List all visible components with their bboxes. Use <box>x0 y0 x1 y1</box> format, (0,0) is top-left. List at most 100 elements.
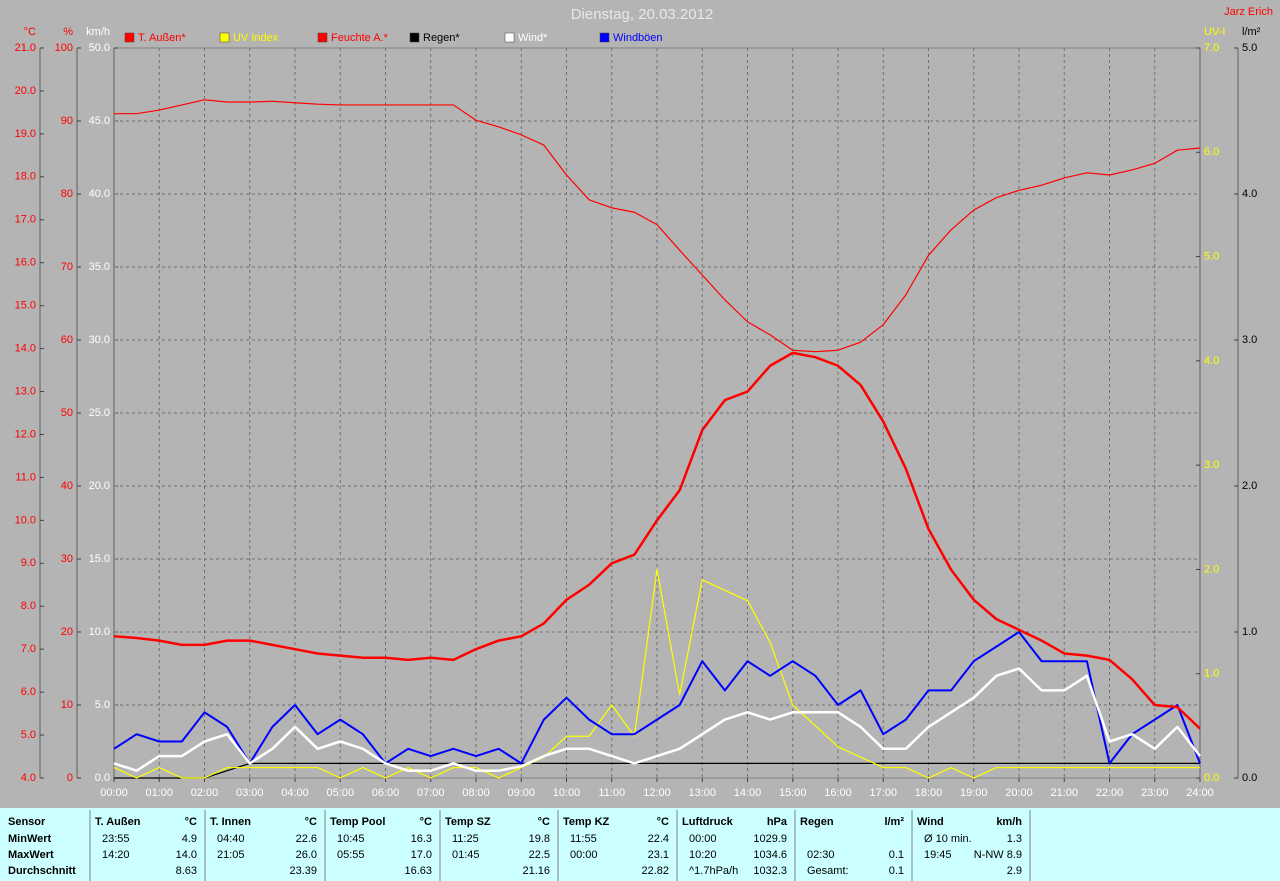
stat-time: Gesamt: <box>807 865 849 877</box>
stat-time: 00:00 <box>689 833 717 845</box>
column-unit: hPa <box>767 816 788 828</box>
stat-value: 22.6 <box>296 833 317 845</box>
x-tick-label: 11:00 <box>598 787 625 799</box>
row-label: MaxWert <box>8 849 54 861</box>
y-tick-label: 30 <box>61 553 73 565</box>
y-tick-label: 25.0 <box>89 407 110 419</box>
stat-value: 8.63 <box>176 865 197 877</box>
y-tick-label: 5.0 <box>1242 42 1257 54</box>
y-tick-label: 20.0 <box>15 85 36 97</box>
y-tick-label: 10.0 <box>89 626 110 638</box>
y-tick-label: 20 <box>61 626 73 638</box>
y-tick-label: 10 <box>61 699 73 711</box>
column-name: Temp Pool <box>330 816 385 828</box>
x-tick-label: 14:00 <box>734 787 762 799</box>
stat-time: 14:20 <box>102 849 130 861</box>
stat-time: Ø 10 min. <box>924 833 972 845</box>
x-tick-label: 13:00 <box>688 787 716 799</box>
y-tick-label: 30.0 <box>89 334 110 346</box>
row-label: MinWert <box>8 833 52 845</box>
column-unit: l/m² <box>884 816 904 828</box>
y-tick-label: 3.0 <box>1204 459 1219 471</box>
y-tick-label: 15.0 <box>89 553 110 565</box>
stat-time: 02:30 <box>807 849 835 861</box>
legend-label: Regen* <box>423 32 460 44</box>
y-tick-label: 80 <box>61 188 73 200</box>
legend-swatch <box>599 32 610 43</box>
y-tick-label: 6.0 <box>21 686 36 698</box>
y-tick-label: 40 <box>61 480 73 492</box>
stat-time: 21:05 <box>217 849 245 861</box>
y-tick-label: 4.0 <box>1242 188 1257 200</box>
column-name: Wind <box>917 816 944 828</box>
legend-swatch <box>317 32 328 43</box>
axis-unit: °C <box>24 26 36 38</box>
y-tick-label: 18.0 <box>15 171 36 183</box>
row-label: Durchschnitt <box>8 865 76 877</box>
y-tick-label: 15.0 <box>15 300 36 312</box>
y-tick-label: 10.0 <box>15 514 36 526</box>
stat-time: 10:20 <box>689 849 717 861</box>
column-name: Temp SZ <box>445 816 491 828</box>
stat-value: 16.3 <box>411 833 432 845</box>
stat-time: 11:25 <box>452 833 479 845</box>
column-name: T. Innen <box>210 816 251 828</box>
stat-value: 19.8 <box>529 833 550 845</box>
y-tick-label: 11.0 <box>15 471 36 483</box>
column-unit: °C <box>420 816 432 828</box>
stat-value: N-NW 8.9 <box>974 849 1022 861</box>
y-tick-label: 0.0 <box>1242 772 1257 784</box>
x-tick-label: 10:00 <box>553 787 581 799</box>
column-name: Temp KZ <box>563 816 610 828</box>
stat-time: 19:45 <box>924 849 952 861</box>
stat-time: 10:45 <box>337 833 365 845</box>
y-tick-label: 0.0 <box>95 772 110 784</box>
stat-time: ^1.7hPa/h <box>689 865 738 877</box>
stat-value: 4.9 <box>182 833 197 845</box>
y-tick-label: 19.0 <box>15 128 36 140</box>
y-tick-label: 2.0 <box>1242 480 1257 492</box>
x-tick-label: 01:00 <box>145 787 173 799</box>
column-unit: °C <box>305 816 317 828</box>
column-name: T. Außen <box>95 816 141 828</box>
column-name: Regen <box>800 816 834 828</box>
stat-value: 2.9 <box>1007 865 1022 877</box>
stat-time: 05:55 <box>337 849 365 861</box>
column-unit: °C <box>657 816 669 828</box>
stat-value: 22.5 <box>529 849 550 861</box>
x-tick-label: 24:00 <box>1186 787 1214 799</box>
series-line <box>114 99 1201 353</box>
y-tick-label: 45.0 <box>89 115 110 127</box>
stat-time: 01:45 <box>452 849 480 861</box>
y-tick-label: 5.0 <box>21 729 36 741</box>
y-tick-label: 4.0 <box>21 772 36 784</box>
y-tick-label: 50 <box>61 407 73 419</box>
stat-value: 1029.9 <box>753 833 787 845</box>
column-unit: km/h <box>996 816 1022 828</box>
legend-label: Wind* <box>518 32 548 44</box>
stat-value: 1.3 <box>1007 833 1022 845</box>
stat-value: 1034.6 <box>753 849 787 861</box>
stat-value: 23.1 <box>648 849 669 861</box>
x-tick-label: 19:00 <box>960 787 988 799</box>
x-tick-label: 15:00 <box>779 787 807 799</box>
y-tick-label: 3.0 <box>1242 334 1257 346</box>
legend-swatch <box>504 32 515 43</box>
y-tick-label: 13.0 <box>15 385 36 397</box>
y-tick-label: 90 <box>61 115 73 127</box>
y-tick-label: 20.0 <box>89 480 110 492</box>
x-tick-label: 09:00 <box>507 787 535 799</box>
stat-time: 04:40 <box>217 833 245 845</box>
column-name: Luftdruck <box>682 816 734 828</box>
y-tick-label: 100 <box>55 42 73 54</box>
stat-value: 23.39 <box>289 865 317 877</box>
x-tick-label: 20:00 <box>1005 787 1033 799</box>
series-line <box>113 351 1201 730</box>
stat-value: 14.0 <box>176 849 197 861</box>
x-tick-label: 06:00 <box>372 787 400 799</box>
y-tick-label: 7.0 <box>21 643 36 655</box>
x-tick-label: 07:00 <box>417 787 445 799</box>
x-tick-label: 23:00 <box>1141 787 1169 799</box>
stat-value: 0.1 <box>889 865 904 877</box>
x-tick-label: 00:00 <box>100 787 128 799</box>
